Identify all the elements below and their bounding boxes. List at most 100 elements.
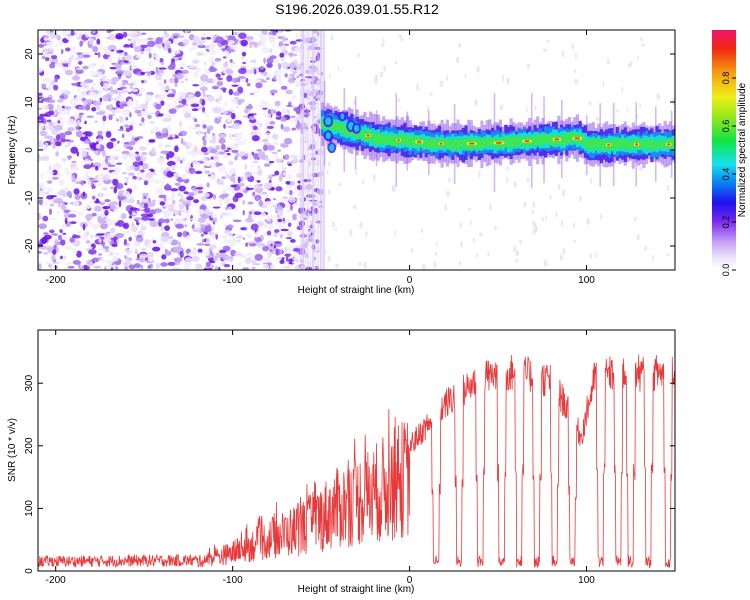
noise-blob: [159, 57, 164, 63]
noise-blob: [91, 257, 99, 263]
noise-blob: [283, 126, 291, 133]
signal-band-segment: [390, 135, 394, 147]
noise-blob: [256, 149, 263, 152]
noise-blob: [75, 130, 83, 138]
noise-blob: [87, 63, 95, 69]
noise-blob: [147, 114, 152, 120]
noise-blob: [153, 53, 159, 59]
noise-streak: [303, 30, 305, 270]
noise-blob: [154, 179, 160, 185]
signal-band-segment: [631, 140, 635, 150]
noise-blob: [277, 209, 284, 217]
noise-blob: [99, 41, 103, 49]
noise-blob: [254, 122, 262, 125]
noise-blob: [68, 211, 75, 214]
noise-blob: [281, 35, 286, 43]
noise-blob: [173, 36, 178, 39]
signal-faint-blob: [433, 261, 437, 269]
noise-blob: [289, 62, 296, 69]
snr-x-label: Height of straight line (km): [298, 584, 415, 595]
signal-band-segment: [424, 138, 428, 149]
noise-blob: [164, 144, 171, 148]
noise-blob: [260, 80, 268, 83]
signal-faint-blob: [586, 218, 591, 226]
noise-blob: [258, 199, 264, 207]
noise-blob: [238, 32, 247, 39]
noise-blob: [202, 167, 207, 173]
noise-blob: [268, 179, 272, 184]
noise-blob: [179, 62, 187, 67]
signal-faint-blob: [349, 229, 353, 236]
noise-blob: [213, 256, 218, 262]
noise-blob: [185, 145, 190, 150]
noise-blob: [196, 226, 201, 232]
noise-blob: [233, 132, 243, 137]
noise-blob: [224, 50, 231, 58]
noise-blob: [182, 157, 185, 162]
signal-faint-blob: [362, 179, 365, 185]
noise-blob: [51, 254, 56, 262]
noise-blob: [267, 215, 276, 219]
spectrogram-y-tick-label: -10: [24, 190, 35, 205]
noise-blob: [213, 51, 217, 55]
noise-blob: [251, 135, 260, 142]
noise-blob: [141, 197, 150, 204]
noise-blob: [119, 50, 124, 53]
noise-blob: [296, 197, 303, 200]
noise-blob: [197, 150, 202, 155]
noise-blob: [141, 216, 150, 221]
noise-blob: [158, 67, 167, 70]
noise-blob: [197, 209, 205, 215]
signal-band-segment: [549, 135, 553, 146]
noise-blob: [170, 188, 179, 192]
signal-band-segment: [363, 132, 367, 141]
noise-blob: [244, 257, 253, 264]
noise-blob: [262, 263, 269, 270]
snr-y-tick-label: 200: [24, 437, 35, 454]
noise-blob: [128, 264, 136, 270]
noise-blob: [133, 241, 140, 246]
noise-blob: [84, 205, 93, 209]
noise-blob: [183, 261, 193, 267]
noise-blob: [110, 81, 117, 85]
noise-blob: [232, 91, 241, 96]
noise-blob: [201, 106, 206, 113]
noise-blob: [94, 120, 98, 123]
noise-blob: [163, 117, 172, 122]
signal-faint-blob: [626, 107, 629, 114]
signal-band-segment: [358, 129, 362, 138]
noise-blob: [295, 32, 299, 39]
noise-blob: [228, 133, 233, 140]
noise-blob: [230, 184, 237, 188]
noise-blob: [93, 99, 98, 107]
noise-blob: [59, 40, 63, 46]
noise-blob: [106, 105, 110, 110]
noise-blob: [127, 38, 132, 41]
signal-onset-blob-core: [329, 144, 335, 152]
noise-blob: [70, 146, 79, 154]
noise-blob: [72, 239, 81, 247]
noise-blob: [211, 226, 215, 232]
signal-faint-blob: [651, 254, 654, 262]
noise-blob: [267, 252, 272, 259]
signal-band-segment: [334, 122, 338, 130]
noise-blob: [160, 150, 169, 155]
noise-blob: [238, 182, 245, 187]
noise-blob: [117, 129, 125, 132]
signal-faint-blob: [329, 73, 331, 79]
noise-blob: [166, 155, 170, 160]
noise-blob: [195, 263, 203, 270]
noise-blob: [286, 208, 291, 214]
signal-faint-blob: [448, 177, 452, 183]
noise-blob: [202, 88, 206, 96]
signal-band-segment: [464, 138, 468, 149]
noise-streak: [318, 30, 319, 270]
noise-blob: [213, 194, 217, 200]
noise-blob: [128, 236, 132, 242]
noise-blob: [109, 227, 116, 234]
noise-blob: [123, 230, 132, 235]
noise-blob: [110, 201, 119, 206]
noise-blob: [205, 261, 211, 268]
noise-blob: [226, 74, 233, 82]
noise-blob: [56, 34, 61, 41]
